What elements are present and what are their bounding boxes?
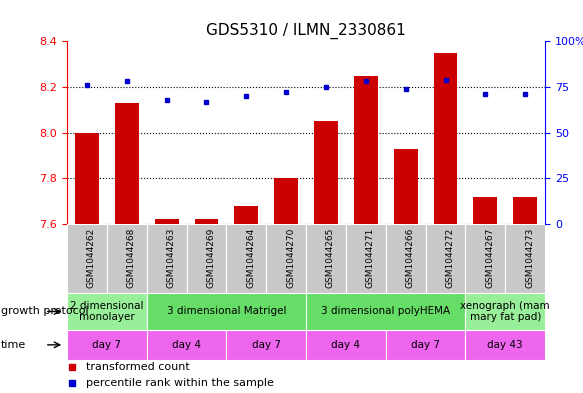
Bar <box>306 330 386 360</box>
Bar <box>465 330 545 360</box>
Bar <box>465 293 545 330</box>
Text: GSM1044266: GSM1044266 <box>406 228 415 288</box>
Text: GSM1044270: GSM1044270 <box>286 228 295 288</box>
Bar <box>67 224 107 293</box>
Title: GDS5310 / ILMN_2330861: GDS5310 / ILMN_2330861 <box>206 22 406 39</box>
Bar <box>67 293 147 330</box>
Text: GSM1044263: GSM1044263 <box>167 228 175 288</box>
Text: 3 dimensional Matrigel: 3 dimensional Matrigel <box>167 307 286 316</box>
Bar <box>115 103 139 224</box>
Bar <box>187 224 226 293</box>
Bar <box>306 293 465 330</box>
Text: day 7: day 7 <box>92 340 121 350</box>
Bar <box>465 224 505 293</box>
Bar <box>386 224 426 293</box>
Bar <box>147 224 187 293</box>
Bar <box>505 224 545 293</box>
Text: percentile rank within the sample: percentile rank within the sample <box>86 378 274 388</box>
Text: GSM1044272: GSM1044272 <box>445 228 455 288</box>
Bar <box>354 75 378 224</box>
Bar <box>266 224 306 293</box>
Bar <box>274 178 298 224</box>
Text: time: time <box>1 340 26 350</box>
Bar <box>226 224 266 293</box>
Text: 3 dimensional polyHEMA: 3 dimensional polyHEMA <box>321 307 450 316</box>
Text: GSM1044268: GSM1044268 <box>127 228 136 288</box>
Bar <box>67 330 147 360</box>
Text: GSM1044265: GSM1044265 <box>326 228 335 288</box>
Bar <box>107 224 147 293</box>
Bar <box>434 53 458 224</box>
Text: xenograph (mam
mary fat pad): xenograph (mam mary fat pad) <box>461 301 550 322</box>
Text: GSM1044273: GSM1044273 <box>525 228 534 288</box>
Text: day 4: day 4 <box>172 340 201 350</box>
Bar <box>346 224 386 293</box>
Bar <box>394 149 417 224</box>
Text: transformed count: transformed count <box>86 362 190 372</box>
Bar <box>386 330 465 360</box>
Bar <box>147 293 306 330</box>
Text: growth protocol: growth protocol <box>1 307 89 316</box>
Text: GSM1044267: GSM1044267 <box>485 228 494 288</box>
Bar <box>306 224 346 293</box>
Text: GSM1044271: GSM1044271 <box>366 228 375 288</box>
Text: GSM1044269: GSM1044269 <box>206 228 216 288</box>
Text: day 4: day 4 <box>331 340 360 350</box>
Bar <box>154 219 178 224</box>
Text: GSM1044264: GSM1044264 <box>246 228 255 288</box>
Text: day 7: day 7 <box>411 340 440 350</box>
Bar <box>234 206 258 224</box>
Bar <box>147 330 226 360</box>
Bar <box>226 330 306 360</box>
Bar <box>314 121 338 224</box>
Text: day 43: day 43 <box>487 340 523 350</box>
Text: day 7: day 7 <box>252 340 281 350</box>
Text: 2 dimensional
monolayer: 2 dimensional monolayer <box>70 301 143 322</box>
Bar <box>195 219 219 224</box>
Bar <box>473 196 497 224</box>
Bar <box>75 132 99 224</box>
Bar <box>426 224 465 293</box>
Bar <box>513 196 537 224</box>
Text: GSM1044262: GSM1044262 <box>87 228 96 288</box>
